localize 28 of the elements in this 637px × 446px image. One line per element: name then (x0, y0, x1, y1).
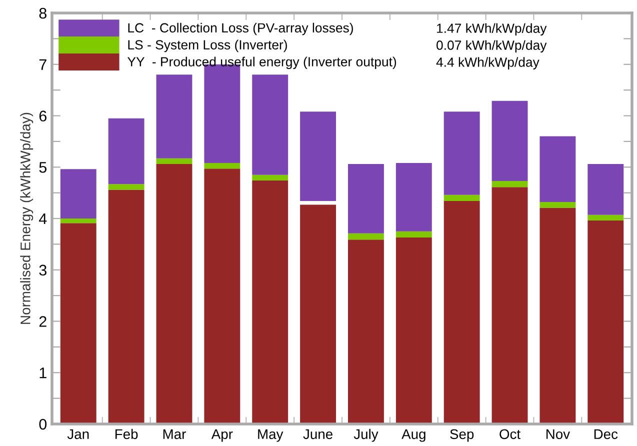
annotation: 1.47 kWh/kWp/day (437, 23, 547, 36)
x-tick-label: Aug (402, 429, 426, 442)
x-tick-label: Oct (500, 429, 520, 440)
x-tick-label: Sep (450, 429, 474, 442)
x-tick-label: July (354, 428, 378, 442)
y-axis-title: Normalised Energy (kWhkWp/day) (20, 112, 34, 324)
x-tick-label: Dec (594, 429, 618, 440)
y-tick-label: 3 (39, 264, 46, 276)
x-tick-label: May (258, 429, 284, 442)
y-tick-label: 1 (40, 368, 46, 378)
x-tick-label: June (303, 429, 332, 440)
y-tick-label: 5 (39, 162, 46, 173)
y-tick-label: 2 (39, 316, 46, 327)
x-tick-label: Jan (67, 429, 89, 440)
legend-label: LC - Collection Loss (PV-array losses) (128, 22, 353, 36)
y-tick-label: 8 (39, 8, 46, 19)
x-tick-label: Nov (546, 429, 570, 440)
x-tick-label: Feb (115, 428, 138, 440)
y-tick-label: 6 (39, 110, 46, 122)
y-tick-label: 0 (39, 418, 47, 430)
legend-label: LS - System Loss (Inverter) (128, 40, 287, 52)
annotation: 0.07 kWh/kWp/day (436, 40, 547, 52)
annotation: 4.4 kWh/kWp/day (436, 57, 540, 70)
x-tick-label: Mar (163, 429, 186, 440)
y-tick-label: 7 (39, 59, 46, 70)
y-tick-label: 4 (38, 214, 47, 224)
x-tick-label: Apr (211, 429, 233, 442)
legend-label: YY - Produced useful energy (Inverter output) (128, 56, 396, 70)
